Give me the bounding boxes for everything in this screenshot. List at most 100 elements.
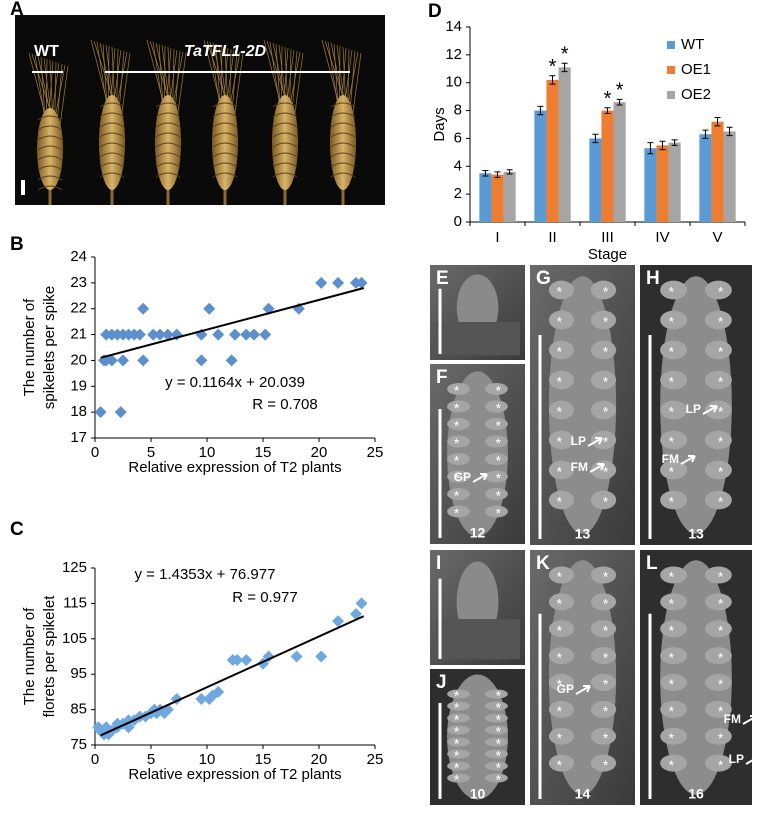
sem-primordium xyxy=(704,310,732,330)
sem-primordium xyxy=(660,620,688,638)
panel-label: E xyxy=(436,268,449,289)
panel-label: H xyxy=(646,268,660,289)
spikelet xyxy=(37,155,63,161)
x-tick-label: IV xyxy=(655,229,669,246)
asterisk: * xyxy=(718,569,724,585)
legend-label: WT xyxy=(681,36,704,53)
sem-primordium xyxy=(485,737,508,747)
asterisk: * xyxy=(454,400,460,416)
sem-primordium xyxy=(704,593,732,611)
asterisk: * xyxy=(603,374,609,390)
stage-label: 16 xyxy=(688,786,704,802)
asterisk: * xyxy=(496,688,502,704)
spikelet xyxy=(155,172,181,178)
sem-primordium xyxy=(660,566,688,584)
point xyxy=(212,328,225,341)
y-tick-label: 75 xyxy=(70,736,87,753)
point xyxy=(137,302,150,315)
y-tick-label: 23 xyxy=(70,274,87,291)
point xyxy=(114,406,127,419)
asterisk: * xyxy=(454,418,460,434)
point xyxy=(117,354,129,367)
asterisk: * xyxy=(454,712,460,728)
spikelet xyxy=(212,172,238,178)
asterisk: * xyxy=(454,688,460,704)
point xyxy=(240,328,253,341)
sem-primordium xyxy=(485,701,508,711)
sem-primordium xyxy=(704,430,732,450)
asterisk: * xyxy=(718,494,724,510)
x-tick-label: 20 xyxy=(311,444,328,461)
y-tick-label: 105 xyxy=(62,630,87,647)
sem-primordium xyxy=(660,340,688,360)
sem-primordium xyxy=(660,280,688,300)
spikelet xyxy=(330,172,356,178)
asterisk: * xyxy=(454,760,460,776)
asterisk: * xyxy=(557,596,563,612)
spikelet xyxy=(272,142,298,148)
sem-primordium xyxy=(485,689,508,699)
asterisk: * xyxy=(718,344,724,360)
asterisk: * xyxy=(669,464,675,480)
significance: * xyxy=(549,56,557,78)
asterisk: * xyxy=(496,383,502,399)
panel-label: C xyxy=(10,519,24,540)
asterisk: * xyxy=(603,757,609,773)
asterisk: * xyxy=(669,676,675,692)
asterisk: * xyxy=(557,649,563,665)
sem-primordium xyxy=(447,749,470,759)
y-tick-label: 17 xyxy=(70,429,87,446)
bar xyxy=(656,145,669,222)
sem-primordium xyxy=(485,418,508,430)
sem-primordium xyxy=(548,727,575,745)
sem-base xyxy=(435,322,520,356)
asterisk: * xyxy=(454,748,460,764)
sem-primordium xyxy=(660,754,688,772)
panel-label: L xyxy=(646,553,658,574)
asterisk: * xyxy=(718,703,724,719)
sem-primordium xyxy=(548,754,575,772)
y-tick-label: 20 xyxy=(70,351,87,368)
error-bar xyxy=(604,107,611,114)
y-axis-label: The number of xyxy=(21,607,38,705)
sem-primordium xyxy=(447,418,470,430)
point xyxy=(332,615,345,628)
asterisk: * xyxy=(557,569,563,585)
asterisk: * xyxy=(603,676,609,692)
sem-primordium xyxy=(548,430,575,450)
y-tick-label: 95 xyxy=(70,665,87,682)
point xyxy=(290,650,303,663)
bar xyxy=(711,121,724,222)
sem-primordium xyxy=(548,700,575,718)
error-bar xyxy=(726,126,733,137)
spikelet xyxy=(155,162,181,168)
sem-primordium xyxy=(590,700,617,718)
r-value: R = 0.977 xyxy=(232,589,297,606)
asterisk: * xyxy=(496,760,502,776)
sem-primordium xyxy=(590,370,617,390)
asterisk: * xyxy=(557,314,563,330)
asterisk: * xyxy=(603,434,609,450)
sem-primordium xyxy=(660,400,688,420)
spikelet xyxy=(272,152,298,158)
asterisk: * xyxy=(496,772,502,788)
spikelet xyxy=(212,132,238,138)
asterisk: * xyxy=(454,724,460,740)
x-tick-label: 5 xyxy=(147,444,155,461)
y-tick-label: 19 xyxy=(70,377,87,394)
sem-primordium xyxy=(447,435,470,448)
asterisk: * xyxy=(603,344,609,360)
asterisk: * xyxy=(718,434,724,450)
asterisk: * xyxy=(669,494,675,510)
point xyxy=(315,650,328,663)
spikelet xyxy=(330,152,356,158)
sem-primordium xyxy=(660,430,688,450)
panel-label: B xyxy=(10,234,24,255)
sem-primordium xyxy=(447,701,470,711)
sem-primordium xyxy=(590,280,617,300)
asterisk: * xyxy=(669,622,675,638)
asterisk: * xyxy=(454,435,460,451)
spikelet xyxy=(99,122,125,128)
x-tick-label: 5 xyxy=(147,751,155,768)
asterisk: * xyxy=(669,757,675,773)
